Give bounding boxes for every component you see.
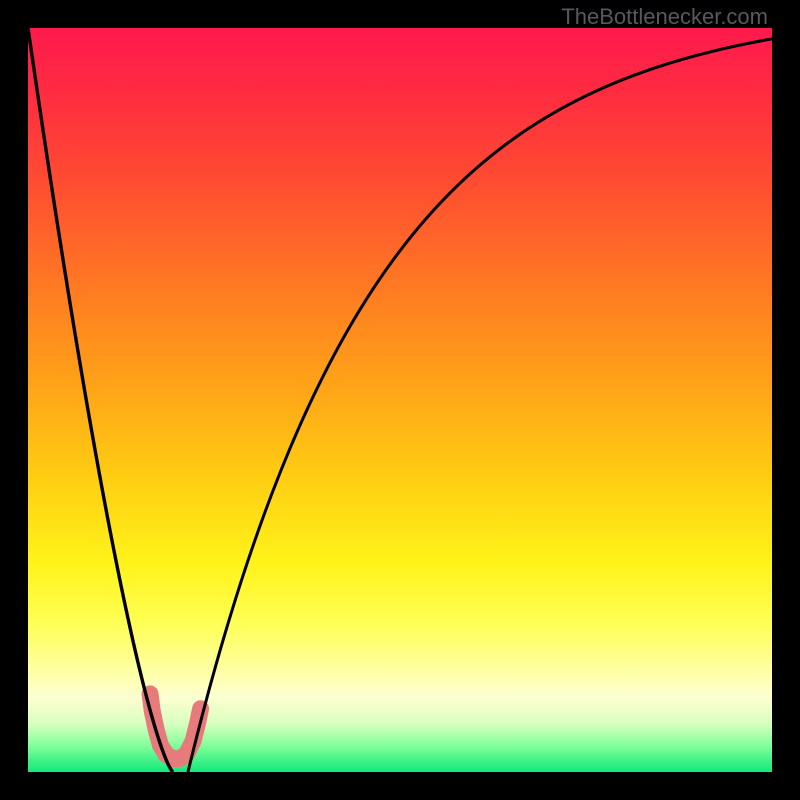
curve-right: [188, 39, 772, 772]
curve-layer: [28, 28, 772, 772]
curve-left: [28, 28, 173, 772]
watermark-text: TheBottlenecker.com: [561, 4, 768, 30]
plot-area: [28, 28, 772, 772]
chart-frame: TheBottlenecker.com: [0, 0, 800, 800]
